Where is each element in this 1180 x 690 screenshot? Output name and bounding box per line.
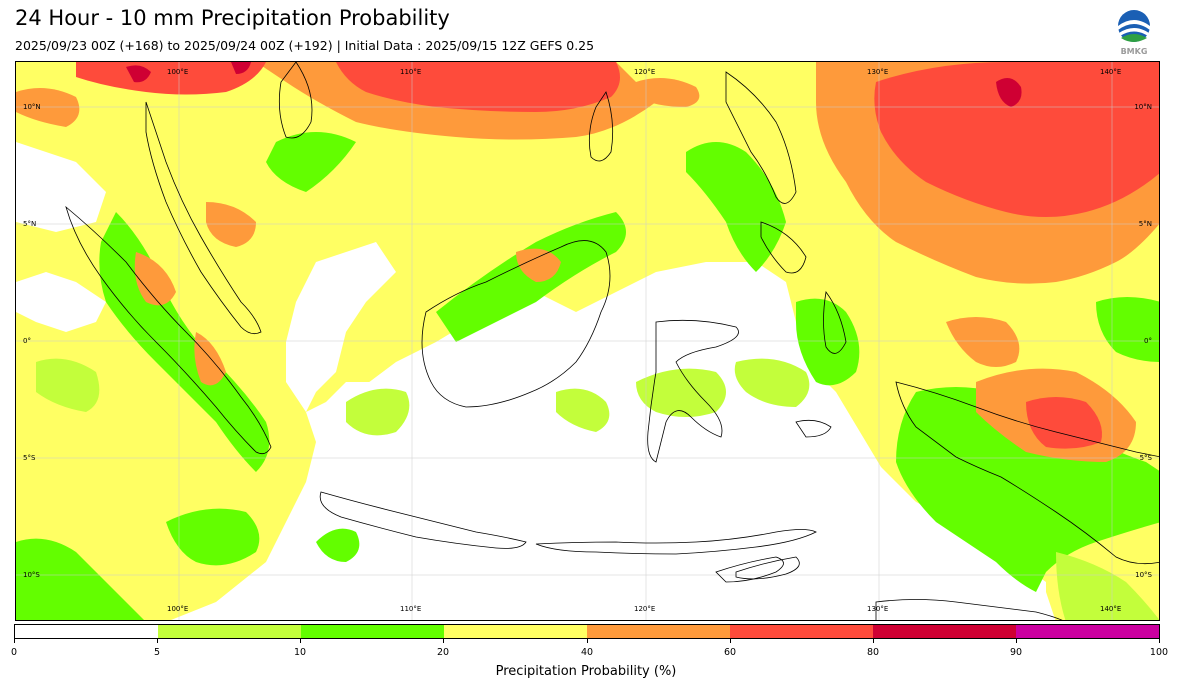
- band-60-80-region: [76, 62, 1159, 449]
- colorbar-tick-90: 90: [1009, 647, 1023, 658]
- coastlines: [65, 62, 1159, 620]
- colorbar-segment-60-80: [730, 625, 873, 638]
- colorbar-tickmark: [300, 639, 301, 643]
- map-field: [16, 62, 1159, 620]
- lat-label-5s-left: 5°S: [23, 454, 36, 462]
- lon-label-140-bottom: 140°E: [1100, 605, 1122, 613]
- lat-label-10n-left: 10°N: [23, 103, 41, 111]
- bmkg-logo: BMKG: [1112, 8, 1156, 56]
- lat-label-0-left: 0°: [23, 337, 31, 345]
- lat-label-10s-right: 10°S: [1135, 571, 1152, 579]
- lon-label-130-top: 130°E: [867, 68, 889, 76]
- lon-label-120-top: 120°E: [634, 68, 656, 76]
- colorbar-tick-40: 40: [580, 647, 594, 658]
- low-probability-region: [16, 142, 1056, 620]
- lat-label-0-right: 0°: [1144, 337, 1152, 345]
- lat-label-10s-left: 10°S: [23, 571, 40, 579]
- colorbar-tickmark: [1159, 639, 1160, 643]
- lat-label-5s-right: 5°S: [1139, 454, 1152, 462]
- colorbar-segment-90-100: [1016, 625, 1159, 638]
- colorbar-tick-20: 20: [436, 647, 450, 658]
- lat-label-5n-left: 5°N: [23, 220, 37, 228]
- colorbar-tickmark: [1016, 639, 1017, 643]
- colorbar-tick-80: 80: [866, 647, 880, 658]
- lon-label-120-bottom: 120°E: [634, 605, 656, 613]
- colorbar-tickmark: [157, 639, 158, 643]
- colorbar-tick-60: 60: [723, 647, 737, 658]
- lon-label-130-bottom: 130°E: [867, 605, 889, 613]
- chart-title: 24 Hour - 10 mm Precipitation Probabilit…: [15, 6, 450, 30]
- colorbar-segment-10-20: [301, 625, 444, 638]
- lon-label-110-top: 110°E: [400, 68, 422, 76]
- lat-label-10n-right: 10°N: [1134, 103, 1152, 111]
- colorbar-tickmark: [873, 639, 874, 643]
- colorbar-tickmark: [730, 639, 731, 643]
- lon-label-100-top: 100°E: [167, 68, 189, 76]
- lon-label-100-bottom: 100°E: [167, 605, 189, 613]
- colorbar-tickmark: [14, 639, 15, 643]
- colorbar-segment-40-60: [587, 625, 730, 638]
- lon-label-140-top: 140°E: [1100, 68, 1122, 76]
- band-5-10-region: [36, 358, 1159, 620]
- precipitation-map: 100°E 110°E 120°E 130°E 140°E 100°E 110°…: [15, 61, 1160, 621]
- band-80-90-region: [126, 62, 1022, 107]
- colorbar-segment-20-40: [444, 625, 587, 638]
- colorbar-segment-80-90: [873, 625, 1016, 638]
- lat-label-5n-right: 5°N: [1138, 220, 1152, 228]
- colorbar-tickmark: [587, 639, 588, 643]
- colorbar: [14, 624, 1160, 639]
- colorbar-tickmark: [443, 639, 444, 643]
- colorbar-tick-100: 100: [1149, 647, 1169, 658]
- lon-label-110-bottom: 110°E: [400, 605, 422, 613]
- colorbar-segment-0-5: [15, 625, 158, 638]
- svg-text:BMKG: BMKG: [1121, 47, 1148, 56]
- colorbar-segment-5-10: [158, 625, 301, 638]
- colorbar-tick-0: 0: [10, 647, 18, 658]
- colorbar-tick-5: 5: [153, 647, 161, 658]
- colorbar-label: Precipitation Probability (%): [495, 664, 677, 679]
- chart-subtitle: 2025/09/23 00Z (+168) to 2025/09/24 00Z …: [15, 38, 595, 53]
- map-grid: [16, 62, 1159, 620]
- colorbar-tick-10: 10: [293, 647, 307, 658]
